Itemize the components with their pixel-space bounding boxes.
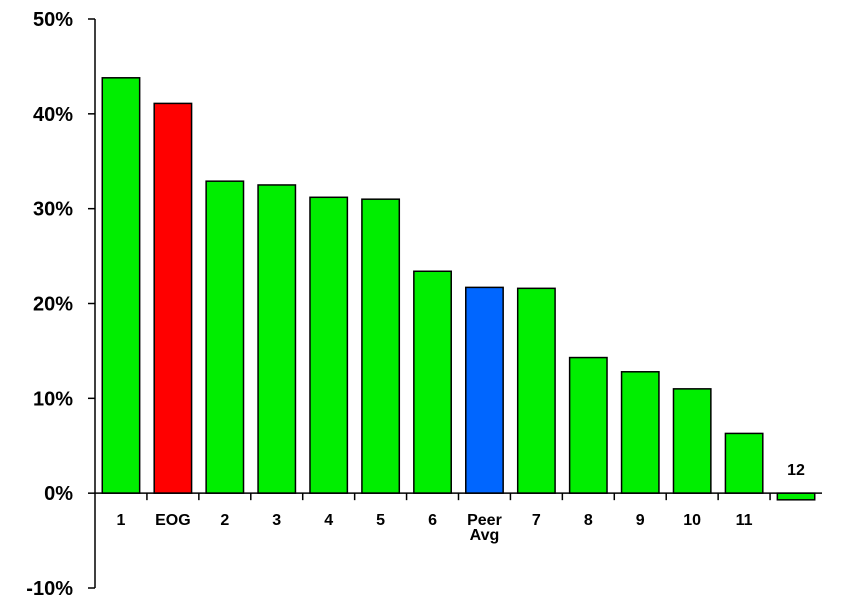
bar [620, 371, 660, 494]
y-tick-label: 30% [33, 199, 73, 221]
category-label: 4 [324, 512, 333, 529]
category-label: EOG [155, 512, 191, 529]
category-label: 3 [272, 512, 281, 529]
y-tick-label: 20% [33, 294, 73, 316]
bar [724, 432, 764, 494]
bar [257, 184, 297, 494]
x-axis [95, 492, 822, 501]
bar [568, 356, 608, 494]
category-label: 10 [683, 512, 701, 529]
y-tick-label: 0% [44, 483, 73, 505]
bar [516, 287, 556, 494]
bar [776, 492, 816, 501]
bar [153, 102, 193, 494]
category-label: 7 [532, 512, 541, 529]
bar [205, 180, 245, 494]
category-label: 8 [584, 512, 593, 529]
bar [465, 286, 504, 494]
category-label: 11 [736, 512, 753, 529]
bar [413, 270, 452, 494]
category-label: Peer [467, 512, 502, 529]
y-tick-label: 10% [33, 388, 73, 410]
y-axis: -10% 0% 10% 20% 30% 40% 50% [26, 9, 96, 600]
category-label: Avg [470, 527, 500, 544]
bar [101, 77, 141, 494]
bar [672, 388, 712, 494]
y-tick-label: 50% [33, 9, 73, 31]
category-label: 6 [428, 512, 437, 529]
category-label: 2 [220, 512, 229, 529]
bar [361, 198, 401, 494]
category-label: 5 [376, 512, 385, 529]
y-tick-label: -10% [26, 578, 73, 600]
category-label: 12 [787, 462, 805, 479]
y-tick-label: 40% [33, 104, 73, 126]
bars [101, 77, 816, 501]
bar [309, 196, 349, 494]
category-label: 9 [636, 512, 645, 529]
category-label: 1 [117, 512, 126, 529]
